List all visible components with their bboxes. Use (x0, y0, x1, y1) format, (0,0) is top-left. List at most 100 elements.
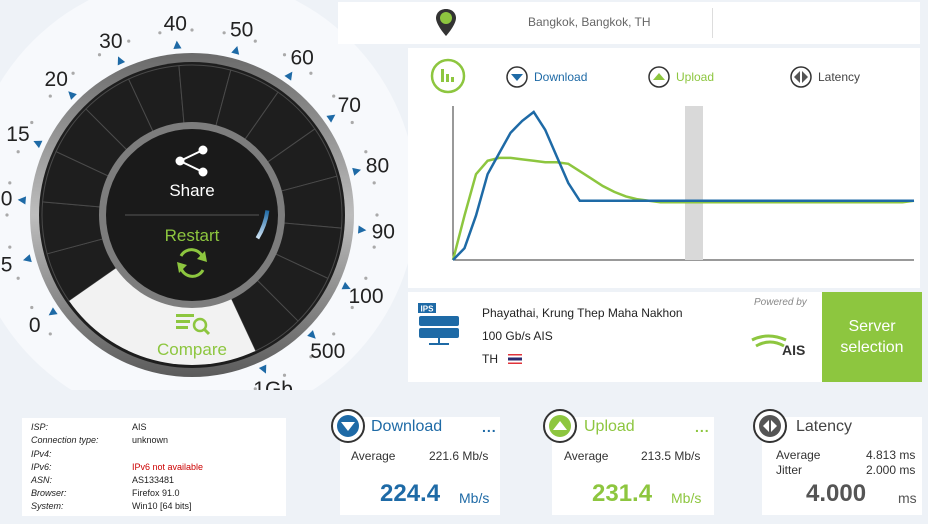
gauge-tick-marker (258, 364, 267, 374)
gauge-dot (97, 53, 102, 57)
upload-unit: Mb/s (671, 490, 702, 506)
restart-icon-arrow-b (177, 262, 187, 273)
gauge-dot (30, 120, 34, 125)
gauge-tick-marker (231, 45, 240, 55)
browser-label: Browser: (31, 488, 67, 498)
gauge-dot (282, 53, 287, 57)
upload-title: Upload (584, 418, 635, 435)
gauge-tick-marker (117, 56, 126, 66)
server-capacity: 100 Gb/s AIS (482, 329, 553, 343)
gauge-dot (71, 71, 75, 75)
gauge-dot (48, 94, 52, 98)
upload-arrow-icon (648, 66, 670, 88)
gauge-tick-marker (284, 71, 293, 81)
gauge-tick-marker (48, 307, 58, 316)
upload-card-icon (543, 409, 577, 443)
download-speed-value: 224.4 (380, 480, 441, 507)
legend-download[interactable]: Download (506, 66, 587, 88)
chart-marker-bar (685, 106, 703, 260)
upload-average-value: 213.5 Mb/s (641, 449, 701, 463)
restart-button[interactable]: Restart (165, 226, 220, 245)
latency-unit: ms (898, 490, 917, 506)
asn-row: ASN: AS133481 (31, 475, 174, 485)
gauge-tick-label: 500 (310, 340, 345, 363)
speed-gauge: Share Restart Compare 0 5 10 15 20 30 40 50 60 70… (0, 0, 420, 390)
powered-by-label: Powered by (754, 297, 807, 308)
server-country: TH (482, 352, 498, 366)
latency-value: 4.000 (806, 480, 867, 507)
upload-average-label: Average (564, 449, 609, 463)
system-row: System: Win10 [64 bits] (31, 501, 192, 511)
share-button[interactable]: Share (169, 181, 214, 200)
legend-latency-label: Latency (818, 70, 861, 84)
gauge-dot (253, 387, 257, 390)
gauge-dot (190, 28, 194, 32)
gauge-tick-markers (17, 40, 367, 374)
asn-label: ASN: (31, 475, 53, 485)
gauge-dot (5, 213, 9, 217)
gauge-tick-label: 60 (290, 47, 313, 70)
isp-value: AIS (132, 422, 147, 432)
download-unit: Mb/s (459, 490, 490, 506)
legend-upload[interactable]: Upload (648, 66, 714, 88)
speed-graph-panel: Download Upload Latency (408, 48, 920, 288)
upload-more-button[interactable]: ... (695, 419, 710, 435)
download-series-line (452, 110, 914, 261)
speed-chart (451, 106, 915, 261)
jitter-label: Jitter (776, 463, 803, 477)
latency-average-value: 4.813 ms (866, 448, 916, 462)
browser-value: Firefox 91.0 (132, 488, 180, 498)
svg-text:IPS: IPS (421, 305, 435, 314)
gauge-dot (309, 71, 313, 75)
gauge-dot (8, 245, 12, 249)
gauge-tick-marker (33, 140, 43, 149)
gauge-tick-label: 70 (338, 94, 361, 117)
compare-button[interactable]: Compare (157, 340, 227, 359)
gauge-tick-marker (326, 114, 336, 123)
location-divider (712, 8, 713, 38)
gauge-dot (332, 94, 336, 98)
legend-latency[interactable]: Latency (790, 66, 860, 88)
gauge-dot (350, 305, 354, 310)
gauge-dot (16, 276, 20, 280)
gauge-tick-label: 90 (372, 221, 395, 244)
gauge-tick-label: 5 (1, 254, 13, 277)
graph-chart-icon (430, 58, 466, 94)
compare-icon[interactable] (176, 314, 211, 336)
ipv6-value: IPv6 not available (132, 462, 204, 472)
upload-result-card: Upload ... Average 213.5 Mb/s 231.4 Mb/s (552, 417, 714, 515)
location-text: Bangkok, Bangkok, TH (528, 15, 651, 29)
gauge-dots (5, 28, 379, 390)
latency-title: Latency (796, 418, 853, 435)
gauge-tick-marker (68, 91, 77, 100)
gauge-dot (158, 31, 162, 35)
gauge-tick-marker (22, 254, 32, 263)
system-label: System: (31, 501, 64, 511)
gauge-dot (332, 332, 336, 336)
gauge-tick-label: 100 (348, 285, 383, 308)
restart-icon-arrow-a (197, 251, 207, 262)
download-more-button[interactable]: ... (482, 419, 497, 435)
browser-row: Browser: Firefox 91.0 (31, 488, 180, 498)
gauge-tick-label: 80 (366, 154, 389, 177)
gauge-dot (48, 332, 52, 336)
location-pin-icon (436, 9, 456, 36)
latency-average-label: Average (776, 448, 821, 462)
server-ips-icon: IPS (418, 303, 459, 345)
latency-icon (790, 66, 812, 88)
gauge-tick-label: 20 (45, 68, 68, 91)
system-value: Win10 [64 bits] (132, 501, 192, 511)
server-selection-button[interactable]: Server selection (822, 292, 922, 382)
gauge-dot (372, 245, 376, 249)
latency-card-icon (753, 409, 787, 443)
gauge-progress-arc (255, 210, 270, 240)
gauge-dot (30, 305, 34, 310)
gauge-tick-label: 0 (29, 314, 41, 337)
gauge-dot (375, 213, 379, 217)
gauge-tick-marker (341, 281, 351, 290)
download-average-value: 221.6 Mb/s (429, 449, 489, 463)
gauge-dot (364, 276, 368, 280)
share-icon[interactable] (175, 145, 208, 177)
gauge-dot (222, 31, 226, 35)
thailand-flag-icon (508, 354, 522, 364)
